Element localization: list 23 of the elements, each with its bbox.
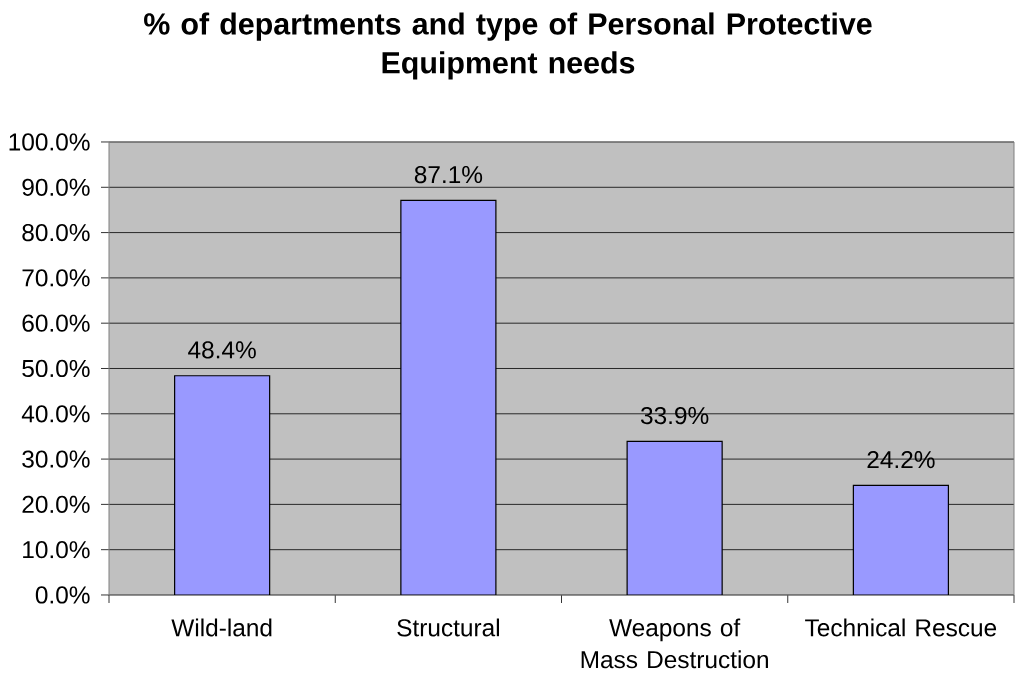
y-tick-label: 90.0% (22, 178, 90, 196)
bar (174, 375, 271, 595)
data-label: 48.4% (188, 341, 256, 359)
bar (626, 440, 723, 595)
y-tick-label: 100.0% (9, 133, 90, 151)
y-tick-label: 60.0% (22, 314, 90, 332)
x-tick-label: Technical Rescue (805, 618, 997, 637)
data-label: 24.2% (867, 450, 935, 469)
y-tick-label: 0.0% (35, 586, 90, 604)
bar (400, 199, 497, 595)
y-tick-label: 70.0% (22, 269, 90, 287)
y-tick-label: 40.0% (21, 405, 90, 423)
x-tick-label: Wild-land (171, 618, 272, 637)
chart-title: % of departments and type of Personal Protective Equipment needs (144, 12, 872, 80)
y-tick-label: 10.0% (23, 541, 90, 559)
x-tick-label: Structural (397, 618, 499, 637)
bar (852, 484, 949, 595)
data-label: 87.1% (414, 165, 483, 184)
y-tick-label: 20.0% (22, 495, 90, 514)
y-tick-label: 80.0% (22, 223, 90, 242)
y-tick-label: 50.0% (22, 359, 90, 378)
x-tick-label: Weapons of Mass Destruction (581, 618, 768, 669)
y-tick-label: 30.0% (22, 450, 90, 468)
